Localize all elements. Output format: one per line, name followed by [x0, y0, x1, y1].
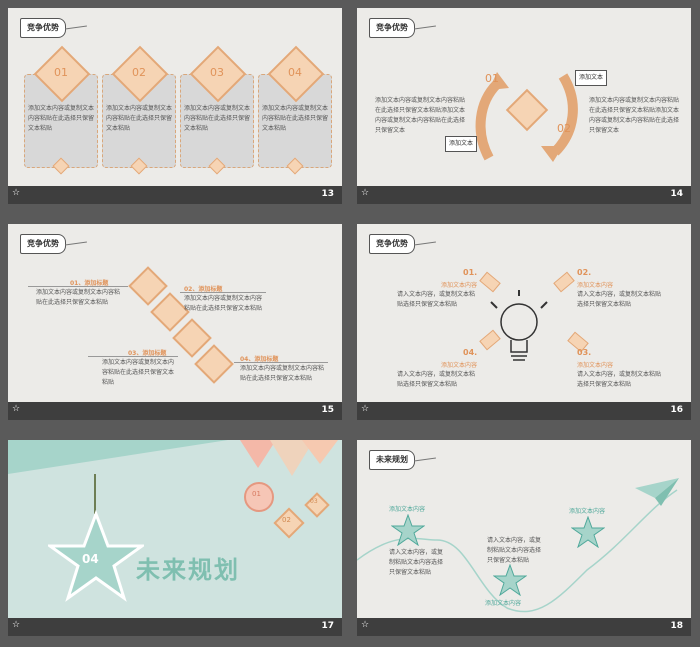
- milestone-text: 请入文本内容，或复制粘贴文本内容选择只保留文本粘贴: [487, 537, 542, 564]
- slide-footer: ☆ 14: [357, 186, 691, 204]
- step-text: 添加文本内容或复制文本内容粘贴在此选择只保留文本粘贴: [102, 359, 175, 386]
- point-title: 添加文本内容: [577, 362, 614, 369]
- star-icon[interactable]: ☆: [361, 188, 370, 198]
- star-node-icon: [493, 564, 527, 596]
- ornament-number: 02: [282, 516, 291, 524]
- point-title: 添加文本内容: [441, 282, 478, 289]
- star-icon[interactable]: ☆: [12, 188, 21, 198]
- ornament-number: 01: [252, 490, 261, 498]
- card-text: 添加文本内容或复制文本内容粘贴在此选择只保留文本粘贴: [106, 105, 173, 132]
- card-text: 添加文本内容或复制文本内容粘贴在此选择只保留文本粘贴: [184, 105, 251, 132]
- slide-18[interactable]: 未来规划 添加文本内容 添加文本内容 添加文本内容 请入文本内容，或复制粘贴文本…: [357, 440, 691, 636]
- note-left: 添加文本: [445, 136, 477, 152]
- section-title: 未来规划: [136, 556, 240, 584]
- star-node-icon: [391, 514, 425, 546]
- section-tag: 竞争优势: [20, 18, 87, 38]
- slide-footer: ☆ 17: [8, 618, 342, 636]
- point-text: 请入文本内容，或复制文本粘贴选择只保留文本粘贴: [577, 371, 662, 388]
- point-text: 请入文本内容，或复制文本粘贴选择只保留文本粘贴: [397, 371, 476, 388]
- paper-plane-icon: [635, 478, 679, 506]
- star-number: 04: [82, 552, 99, 566]
- card-text: 添加文本内容或复制文本内容粘贴在此选择只保留文本粘贴: [262, 105, 329, 132]
- slide-footer: ☆ 15: [8, 402, 342, 420]
- milestone-title: 添加文本内容: [569, 508, 606, 515]
- path-line: [357, 489, 678, 613]
- card-number: 03: [210, 66, 224, 79]
- slide-footer: ☆ 16: [357, 402, 691, 420]
- hang-string: [94, 474, 96, 514]
- cycle-arrows-icon: [475, 72, 578, 162]
- section-tag: 竞争优势: [369, 18, 436, 38]
- section-tag: 竞争优势: [369, 234, 436, 254]
- arrow-icon: [553, 271, 575, 293]
- step-text: 添加文本内容或复制文本内容粘贴在此选择只保留文本粘贴: [36, 289, 121, 306]
- pennant-peach: [302, 440, 338, 464]
- step-text: 添加文本内容或复制文本内容粘贴在此选择只保留文本粘贴: [240, 365, 325, 382]
- slide-14[interactable]: 竞争优势 添加文本内容或复制文本内容粘贴在此选择只保留文本粘贴添加文本内容或复制…: [357, 8, 691, 204]
- step-line: [28, 286, 128, 287]
- point-number: 03.: [577, 348, 592, 357]
- milestone-title: 添加文本内容: [485, 600, 522, 607]
- slide-16[interactable]: 竞争优势 01. 添加文本内容 请入文本内容，或复制文本粘贴选择只保留文本粘贴 …: [357, 224, 691, 420]
- point-text: 请入文本内容，或复制文本粘贴选择只保留文本粘贴: [577, 291, 662, 308]
- slide-footer: ☆ 13: [8, 186, 342, 204]
- step-label: 03、添加标题: [128, 350, 167, 357]
- banner-shape: [8, 440, 228, 474]
- hanging-circle: [244, 482, 274, 512]
- star-icon[interactable]: ☆: [12, 404, 21, 414]
- milestone-title: 添加文本内容: [389, 506, 426, 513]
- star-icon[interactable]: ☆: [12, 620, 21, 630]
- cycle-label-1: 01: [485, 72, 499, 85]
- section-tag: 竞争优势: [20, 234, 87, 254]
- milestone-text: 请入文本内容，或复制粘贴文本内容选择只保留文本粘贴: [389, 549, 444, 576]
- card-4: [258, 74, 332, 168]
- slide-15[interactable]: 竞争优势 01、添加标题 添加文本内容或复制文本内容粘贴在此选择只保留文本粘贴 …: [8, 224, 342, 420]
- step-line: [234, 362, 328, 363]
- left-text: 添加文本内容或复制文本内容粘贴在此选择只保留文本粘贴添加文本内容或复制文本内容粘…: [375, 97, 466, 134]
- point-title: 添加文本内容: [441, 362, 478, 369]
- point-text: 请入文本内容，或复制文本粘贴选择只保留文本粘贴: [397, 291, 476, 308]
- step-line: [180, 292, 266, 293]
- slide-17[interactable]: 04 01 02 03 未来规划 ☆ 17: [8, 440, 342, 636]
- point-title: 添加文本内容: [577, 282, 614, 289]
- card-text: 添加文本内容或复制文本内容粘贴在此选择只保留文本粘贴: [28, 105, 95, 132]
- slide-13[interactable]: 竞争优势 01 02 03 04 添加文本内容或复制文本内容粘贴在此选择只保留文…: [8, 8, 342, 204]
- note-right: 添加文本: [575, 70, 607, 86]
- point-number: 02.: [577, 268, 592, 277]
- section-tag: 未来规划: [369, 450, 436, 470]
- star-ornament-icon: [48, 510, 144, 602]
- ornament-number: 03: [310, 498, 318, 505]
- step-label: 04、添加标题: [240, 356, 279, 363]
- point-number: 01.: [463, 268, 478, 277]
- step-label: 02、添加标题: [184, 286, 223, 293]
- step-text: 添加文本内容或复制文本内容粘贴在此选择只保留文本粘贴: [184, 295, 263, 312]
- step-label: 01、添加标题: [70, 280, 109, 287]
- card-number: 04: [288, 66, 302, 79]
- star-node-icon: [571, 516, 605, 548]
- hanging-diamond: [304, 492, 330, 518]
- right-text: 添加文本内容或复制文本内容粘贴在此选择只保留文本粘贴添加文本内容或复制文本内容粘…: [589, 97, 680, 134]
- slide-footer: ☆ 18: [357, 618, 691, 636]
- card-number: 02: [132, 66, 146, 79]
- point-number: 04.: [463, 348, 478, 357]
- star-icon[interactable]: ☆: [361, 404, 370, 414]
- step-line: [88, 356, 178, 357]
- step-square-4: [194, 344, 234, 384]
- lightbulb-icon: [490, 290, 548, 361]
- star-icon[interactable]: ☆: [361, 620, 370, 630]
- cycle-label-2: 02: [557, 122, 571, 135]
- card-number: 01: [54, 66, 68, 79]
